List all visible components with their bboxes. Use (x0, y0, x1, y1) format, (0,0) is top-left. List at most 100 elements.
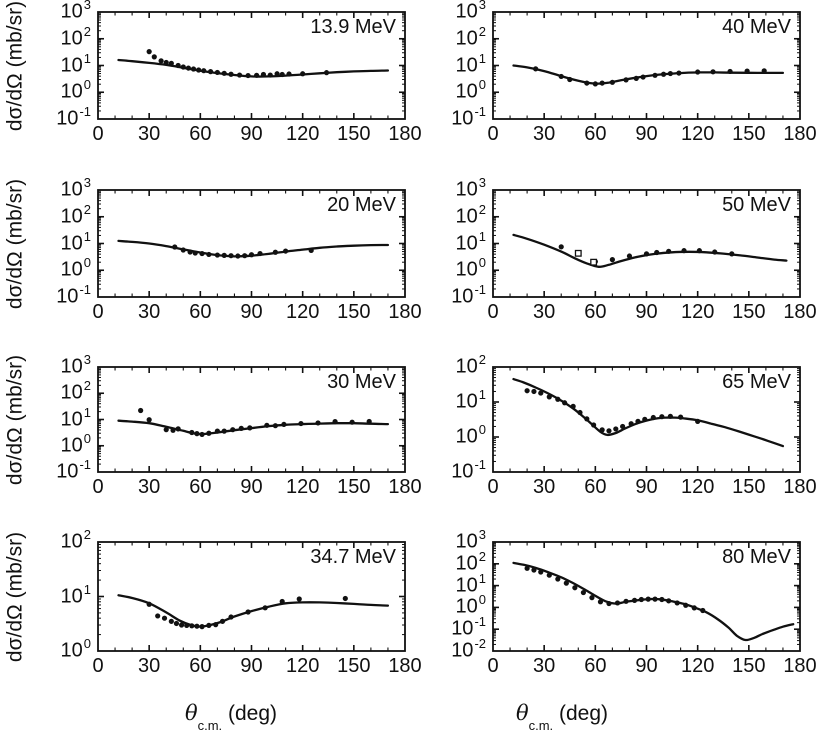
x-tick-label: 60 (584, 301, 607, 323)
data-point (206, 251, 212, 258)
data-point (638, 596, 644, 603)
data-point (696, 248, 702, 254)
fit-curve (117, 594, 390, 628)
x-tick-label: 0 (487, 123, 499, 145)
x-tick-label: 90 (635, 301, 658, 323)
data-point (192, 250, 198, 256)
data-point (700, 607, 706, 614)
data-point (315, 420, 321, 426)
x-axis-unit: (deg) (222, 702, 278, 725)
data-point (591, 422, 597, 428)
x-tick-label: 120 (680, 476, 715, 498)
data-point (214, 428, 220, 434)
data-point (609, 257, 615, 263)
data-point (199, 624, 205, 630)
data-point (531, 388, 537, 395)
data-point (286, 71, 292, 77)
data-point (623, 77, 629, 83)
data-point (342, 595, 348, 602)
data-point (524, 565, 530, 571)
x-tick-label: 180 (783, 476, 817, 498)
x-tick-label: 90 (240, 301, 263, 323)
x-tick-label: 180 (388, 123, 422, 145)
data-point (555, 576, 561, 582)
y-axis-label: dσ/dΩ (mb/sr) (3, 0, 27, 132)
y-tick-label: 102 (60, 527, 91, 553)
data-point (228, 614, 234, 620)
x-tick-label: 150 (732, 123, 766, 145)
data-point (538, 390, 544, 396)
data-point (524, 388, 530, 394)
data-point (168, 60, 174, 66)
x-tick-label: 150 (337, 301, 371, 323)
fit-curve (117, 419, 390, 436)
data-point (272, 423, 278, 429)
data-point (660, 71, 667, 77)
x-tick-label: 180 (388, 476, 422, 498)
data-point (248, 252, 255, 258)
data-point (184, 622, 190, 628)
data-point (173, 620, 180, 627)
x-tick-label: 30 (533, 655, 556, 677)
data-point (589, 595, 595, 601)
x-tick-label: 60 (189, 476, 212, 498)
panel-title: 20 MeV (327, 194, 396, 216)
x-tick-label: 0 (92, 476, 104, 498)
data-point (659, 596, 665, 603)
y-tick-label: 100 (60, 636, 91, 662)
data-point (538, 569, 544, 575)
data-point (323, 70, 330, 76)
data-point (570, 403, 576, 409)
data-point (642, 416, 648, 422)
x-tick-label: 30 (138, 655, 161, 677)
data-point (214, 69, 220, 76)
x-axis-label: θc.m. (deg) (516, 702, 609, 733)
x-tick-label: 90 (240, 476, 263, 498)
x-tick-label: 120 (285, 301, 320, 323)
data-point (267, 72, 273, 78)
data-point (691, 605, 697, 611)
x-tick-label: 0 (92, 301, 104, 323)
data-point (676, 70, 682, 76)
data-point (580, 589, 586, 596)
y-tick-label: 102 (455, 201, 486, 228)
data-point (281, 421, 287, 428)
x-axis-unit: (deg) (553, 702, 609, 725)
x-tick-label: 90 (635, 123, 658, 145)
y-tick-label: 101 (60, 50, 91, 77)
data-point (645, 596, 651, 602)
x-tick-label: 60 (189, 301, 212, 323)
data-point (247, 425, 253, 431)
y-tick-label: 102 (60, 201, 91, 228)
y-tick-label: 10-1 (56, 457, 91, 483)
x-tick-label: 60 (584, 655, 607, 677)
data-point (279, 71, 285, 78)
data-point (296, 596, 302, 602)
x-tick-label: 180 (783, 301, 817, 323)
data-point (236, 72, 243, 78)
x-tick-label: 30 (138, 301, 161, 323)
y-tick-label: 103 (455, 0, 486, 23)
data-point (599, 80, 605, 86)
x-tick-label: 30 (533, 476, 556, 498)
data-point (572, 585, 578, 591)
y-tick-label: 102 (455, 352, 486, 378)
data-point (643, 251, 650, 257)
data-point (199, 250, 205, 257)
data-point (366, 418, 372, 425)
data-point (712, 249, 718, 255)
data-point (242, 253, 248, 259)
theta-subscript: c.m. (197, 718, 223, 734)
x-tick-label: 150 (732, 476, 766, 498)
data-point (652, 72, 658, 78)
fit-curve (117, 58, 390, 78)
x-tick-label: 0 (487, 655, 499, 677)
y-tick-label: 101 (60, 228, 91, 255)
data-point (666, 248, 672, 254)
data-point (761, 68, 767, 74)
x-tick-label: 90 (635, 655, 658, 677)
y-tick-label: 100 (455, 422, 486, 448)
data-point (235, 253, 241, 259)
